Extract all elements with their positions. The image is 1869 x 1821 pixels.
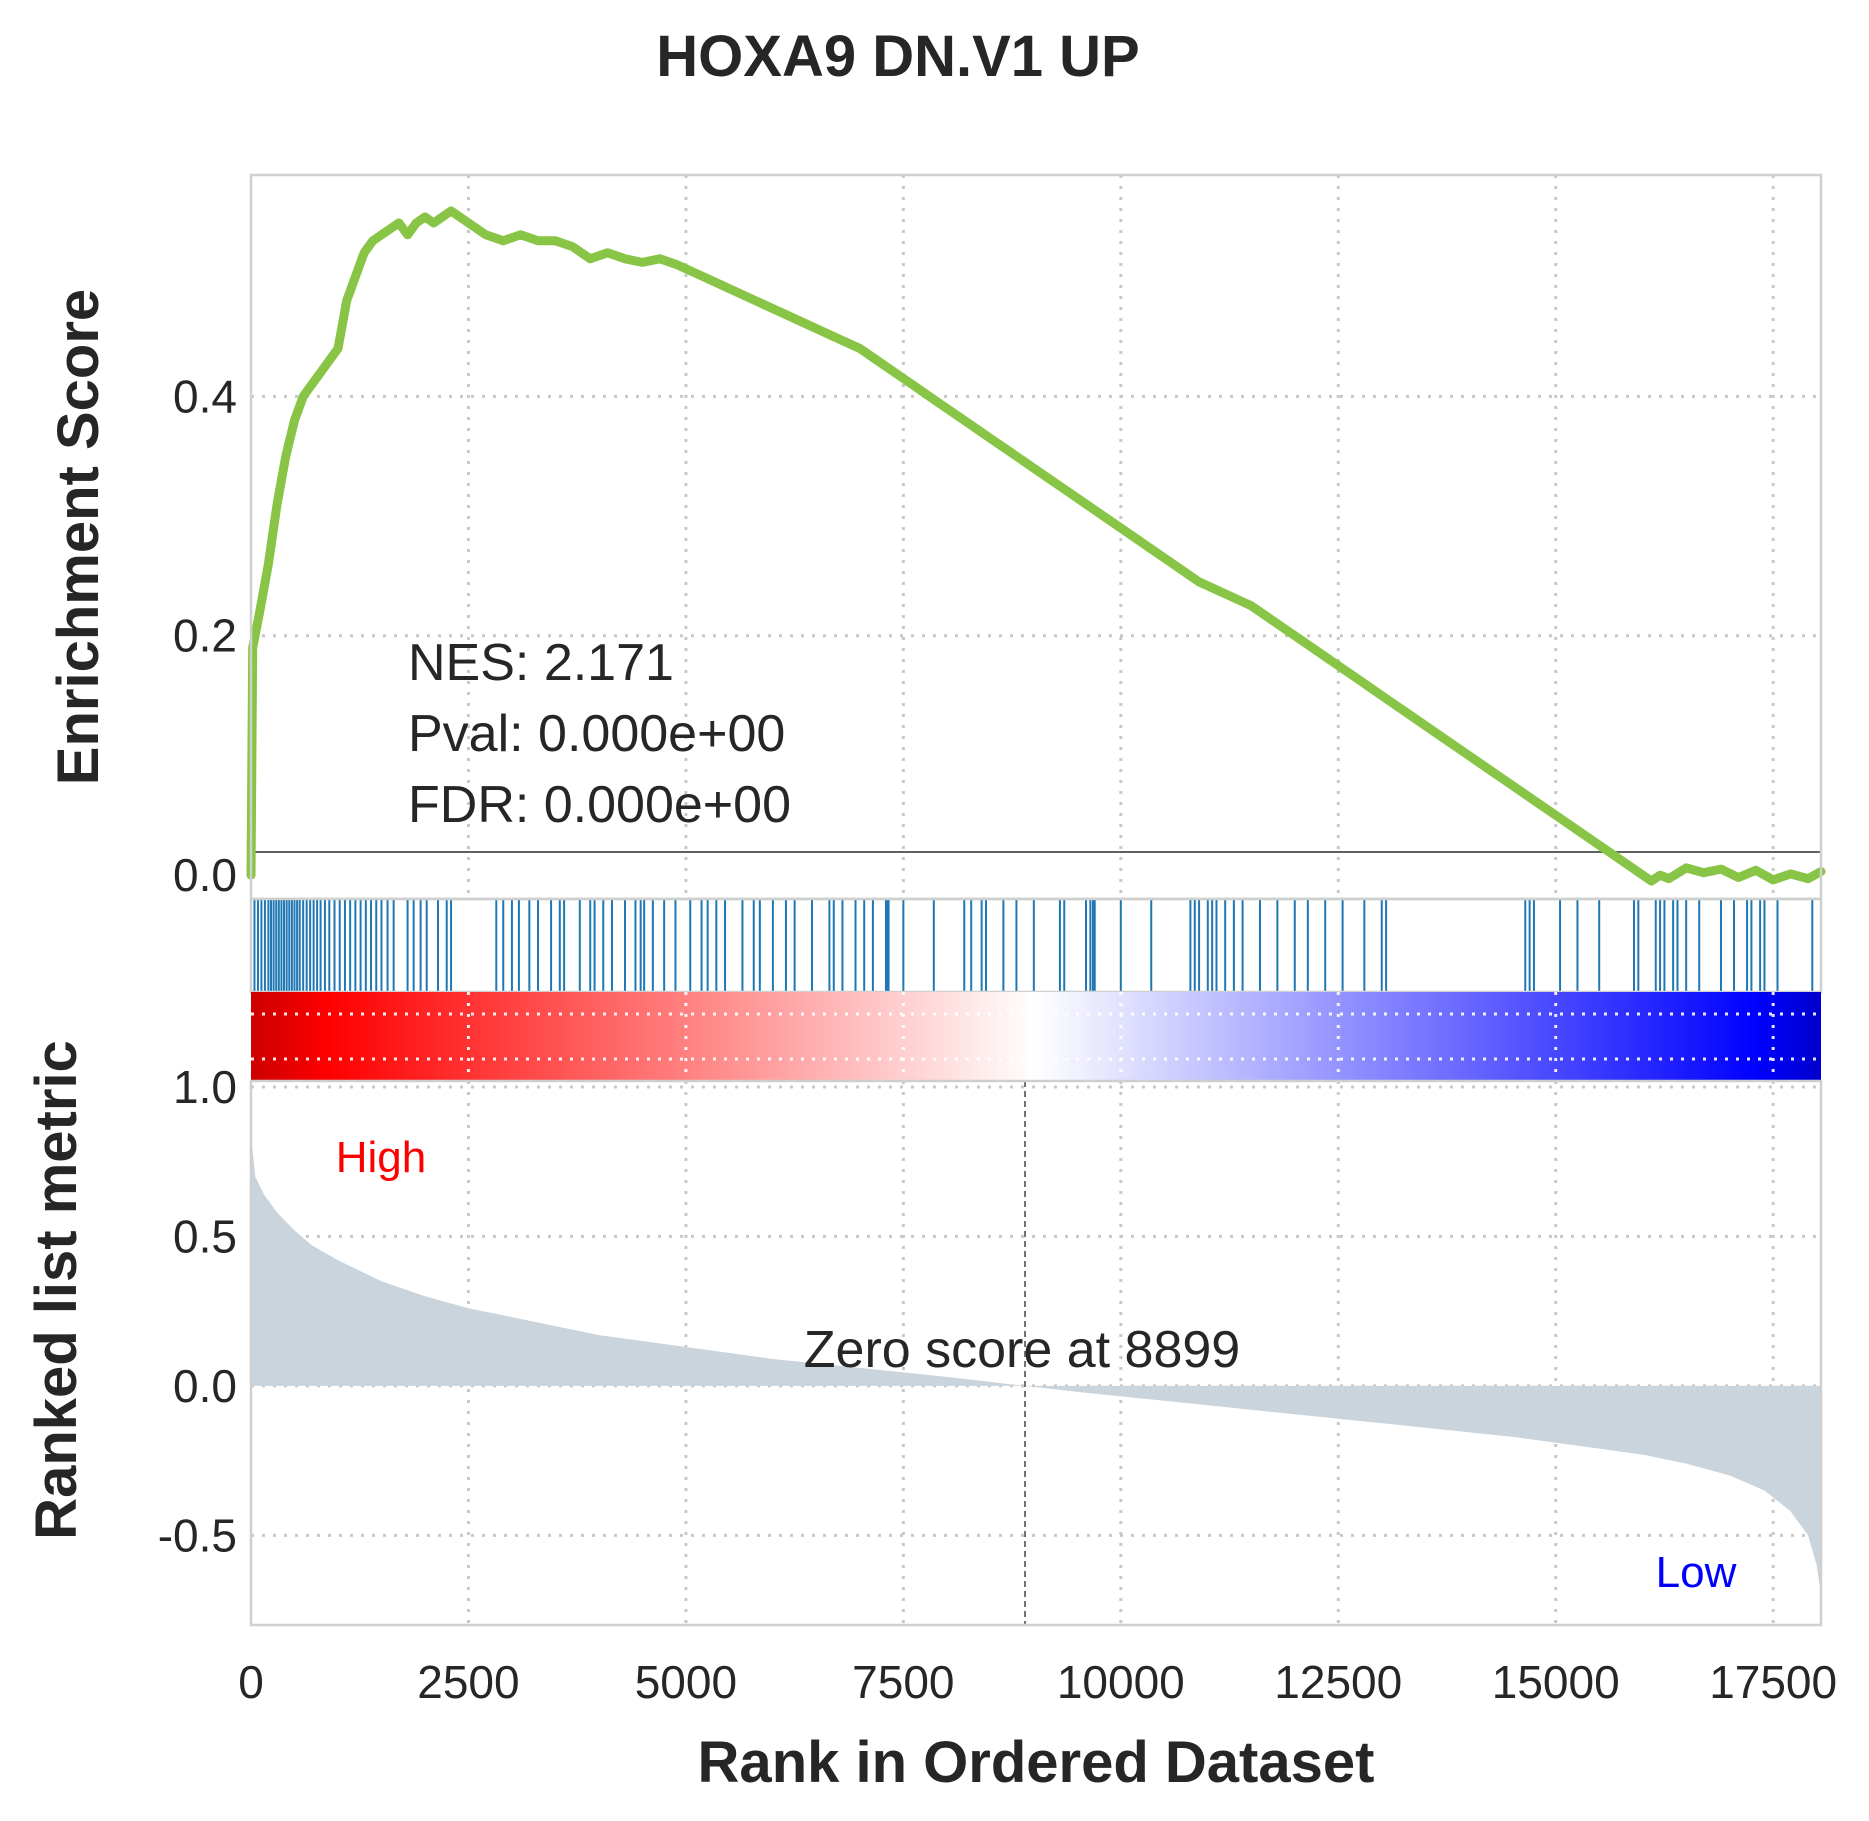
x-axis-ticks: 0 2500 5000 7500 10000 12500 15000 17500 [238,1656,1837,1708]
ranked-gridlines [251,1081,1821,1625]
colorbar-gridlines [251,992,1821,1081]
colorbar-panel [251,992,1821,1081]
x-tick-label: 15000 [1492,1656,1620,1708]
ranked-y-tick-label: 0.0 [173,1360,237,1412]
gene-hit-marks [253,899,1814,992]
x-tick-label: 10000 [1057,1656,1185,1708]
x-tick-label: 2500 [417,1656,519,1708]
es-y-tick-label: 0.0 [173,849,237,901]
x-tick-label: 17500 [1709,1656,1837,1708]
es-y-tick-label: 0.2 [173,610,237,662]
stats-annotation: NES: 2.171 Pval: 0.000e+00 FDR: 0.000e+00 [408,634,791,834]
ranked-y-tick-label: -0.5 [158,1509,237,1561]
ranked-y-tick-label: 1.0 [173,1061,237,1113]
hits-frame [249,897,1823,994]
x-axis-label: Rank in Ordered Dataset [698,1730,1375,1795]
es-ylabel: Enrichment Score [46,289,111,785]
x-tick-label: 5000 [635,1656,737,1708]
x-tick-label: 12500 [1274,1656,1402,1708]
x-tick-label: 7500 [852,1656,954,1708]
x-tick-label: 0 [238,1656,264,1708]
stat-line: Pval: 0.000e+00 [408,705,785,763]
rank-colorbar [251,992,1821,1081]
ranked-panel: -0.5 0.0 0.5 1.0 Ranked list metric High Lo… [24,1040,1823,1627]
es-y-tick-label: 0.4 [173,370,237,422]
es-y-ticks: 0.0 0.2 0.4 [173,370,237,901]
ranked-ylabel: Ranked list metric [24,1040,89,1540]
es-curve [246,206,1826,886]
ranked-metric-area [251,1134,1821,1596]
high-label: High [336,1133,427,1182]
es-panel: 0.0 0.2 0.4 Enrichment Score NES: 2.171 Pva… [46,173,1826,901]
ranked-y-ticks: -0.5 0.0 0.5 1.0 [158,1061,237,1561]
low-label: Low [1656,1548,1737,1597]
zero-score-label: Zero score at 8899 [804,1321,1240,1379]
chart-title: HOXA9 DN.V1 UP [656,24,1139,89]
ranked-frame [249,1079,1823,1627]
stat-line: NES: 2.171 [408,634,674,692]
ranked-y-tick-label: 0.5 [173,1210,237,1262]
stat-line: FDR: 0.000e+00 [408,776,791,834]
hits-panel [249,897,1823,994]
